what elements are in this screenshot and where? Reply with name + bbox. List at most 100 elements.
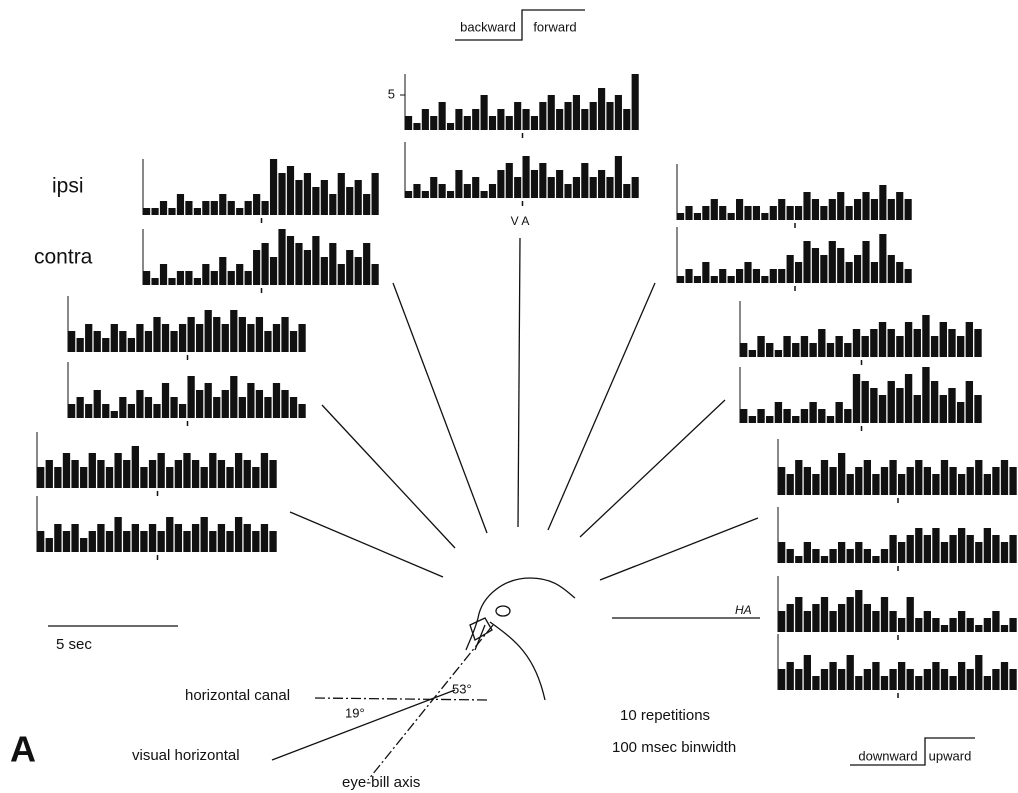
bar [162,383,169,418]
bar [89,531,96,552]
bar [795,262,802,283]
bar [531,170,538,198]
label: 53° [452,681,472,696]
bar [879,322,886,357]
bar [235,517,242,552]
bar [838,542,845,563]
bar [812,199,819,220]
bar [753,206,760,220]
label: horizontal canal [185,687,290,704]
bar [455,170,462,198]
bar [837,192,844,220]
bar [719,206,726,220]
bar [855,676,862,690]
bar [106,531,113,552]
bar [439,184,446,198]
bar [974,395,981,423]
bar [119,331,126,352]
bar [744,206,751,220]
bar [829,662,836,690]
bar [287,166,294,215]
bar [924,611,931,632]
label: backward [460,19,516,34]
bar [757,336,764,357]
bar [97,524,104,552]
bar [744,262,751,283]
bar [879,395,886,423]
bar [1009,618,1016,632]
bar [957,336,964,357]
bar [896,192,903,220]
bar [355,180,362,215]
bar [898,474,905,495]
bar [1001,662,1008,690]
bar [183,453,190,488]
bar [151,208,158,215]
bar [949,467,956,495]
bar [338,264,345,285]
bar [812,248,819,283]
bar [685,269,692,283]
bar [941,625,948,632]
bar [166,467,173,488]
bar [245,201,252,215]
bar [531,116,538,130]
bar [239,317,246,352]
bar [677,213,684,220]
bar [795,597,802,632]
bar [835,336,842,357]
bar [915,460,922,495]
bar [71,524,78,552]
bar [205,383,212,418]
bar [795,206,802,220]
panel-label: A [10,729,36,770]
bar [958,474,965,495]
bar [222,324,229,352]
bar [778,467,785,495]
bar [321,257,328,285]
bar [898,618,905,632]
bar [405,191,412,198]
bar [196,324,203,352]
bar [290,331,297,352]
bar [413,123,420,130]
bar [111,411,118,418]
bar [881,597,888,632]
bar [896,388,903,423]
bar [632,177,639,198]
bar [829,467,836,495]
bar [922,315,929,357]
bar [295,180,302,215]
bar [346,187,353,215]
bar [136,324,143,352]
bar [898,542,905,563]
bar [136,390,143,418]
bar [261,453,268,488]
bar [363,194,370,215]
bar [514,177,521,198]
bar [975,655,982,690]
bar [201,517,208,552]
bar [273,324,280,352]
bar [153,404,160,418]
bar [63,531,70,552]
bird-head [466,578,575,700]
bar [749,350,756,357]
bar [598,170,605,198]
bar [149,460,156,488]
bar [778,669,785,690]
bar [847,474,854,495]
bar [573,177,580,198]
bar [183,531,190,552]
bar [992,467,999,495]
bar [219,257,226,285]
bar [838,604,845,632]
bar [872,556,879,563]
bar [984,618,991,632]
bar [804,542,811,563]
bar [123,531,130,552]
bar [312,187,319,215]
bar [984,474,991,495]
bar [694,213,701,220]
bar [924,467,931,495]
